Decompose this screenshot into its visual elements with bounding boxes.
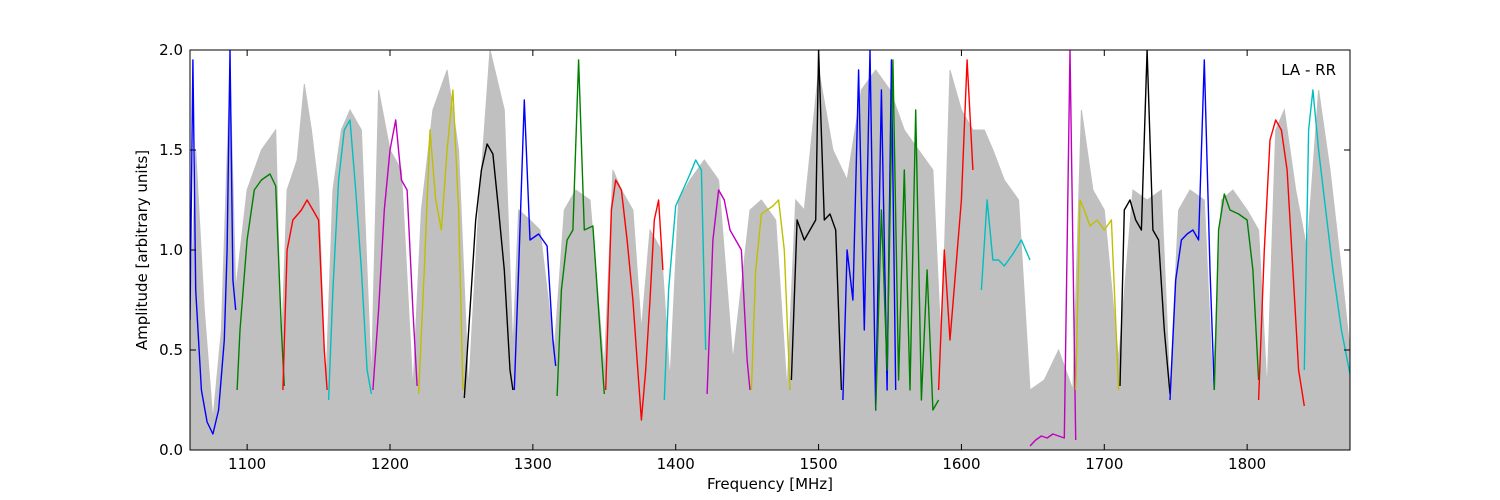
series-line-19 — [1029, 50, 1077, 447]
series-line-22 — [1169, 59, 1215, 401]
background-spectrum — [190, 50, 1350, 450]
x-tick-label: 1500 — [799, 455, 837, 473]
y-tick-label: 0.0 — [159, 441, 183, 459]
x-tick-label: 1400 — [657, 455, 695, 473]
series-line-6 — [417, 89, 464, 395]
x-tick-label: 1100 — [228, 455, 266, 473]
x-axis-label: Frequency [MHz] — [707, 475, 833, 493]
series-line-8 — [513, 99, 557, 391]
x-tick-label: 1600 — [942, 455, 980, 473]
series-line-24 — [1257, 119, 1305, 407]
background-spectrum-layer — [190, 50, 1350, 450]
y-tick-label: 1.0 — [159, 241, 183, 259]
series-layer — [190, 50, 1350, 447]
x-tick-label: 1200 — [371, 455, 409, 473]
series-line-12 — [706, 189, 751, 395]
x-tick-label: 1300 — [514, 455, 552, 473]
series-line-17 — [937, 59, 974, 391]
series-line-9 — [556, 59, 605, 397]
x-axis-ticks: 1100 1200 1300 1400 1500 1600 1700 1800 — [228, 50, 1266, 473]
x-tick-label: 1800 — [1228, 455, 1266, 473]
series-line-13 — [750, 199, 791, 391]
series-line-23 — [1213, 193, 1260, 391]
series-line-5 — [372, 119, 418, 391]
x-tick-label: 1700 — [1085, 455, 1123, 473]
y-axis-ticks: 0.0 0.5 1.0 1.5 2.0 — [159, 41, 1350, 459]
y-tick-label: 2.0 — [159, 41, 183, 59]
series-line-14 — [790, 50, 843, 391]
series-line-10 — [605, 179, 664, 421]
series-line-3 — [282, 199, 328, 391]
series-line-18 — [980, 199, 1031, 291]
series-line-20 — [1075, 199, 1120, 391]
y-axis-label: Amplitude [arbitrary units] — [133, 150, 151, 350]
y-tick-label: 1.5 — [159, 141, 183, 159]
series-line-21 — [1119, 50, 1171, 395]
series-line-1 — [190, 50, 237, 435]
panel-annotation: LA - RR — [1281, 61, 1336, 79]
series-line-4 — [327, 119, 373, 401]
series-line-7 — [463, 143, 514, 399]
series-line-2 — [236, 173, 285, 391]
y-tick-label: 0.5 — [159, 341, 183, 359]
series-line-16 — [875, 59, 940, 411]
series-line-25 — [1303, 89, 1350, 375]
series-line-11 — [663, 159, 707, 401]
